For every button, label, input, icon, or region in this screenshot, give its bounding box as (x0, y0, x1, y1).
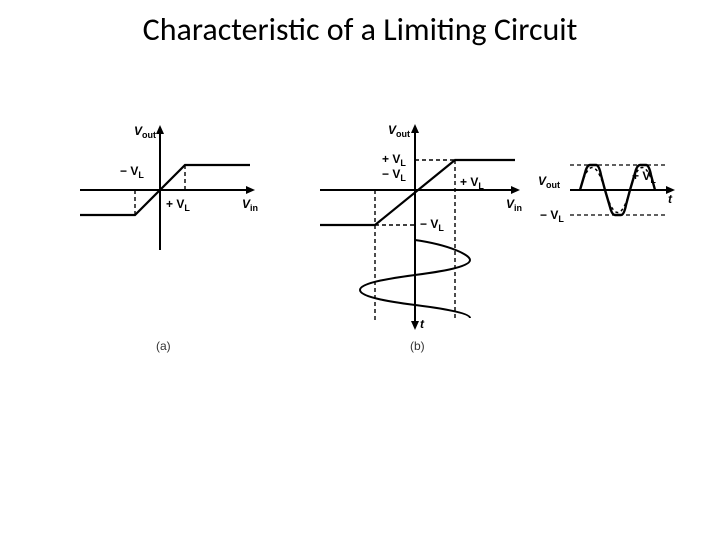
figure-container: Vout Vin − VL + VL (a) (40, 120, 680, 420)
title-text: Characteristic of a Limiting Circuit (143, 10, 578, 49)
panel-b: Vout Vin + VL − VL + VL − VL t (320, 123, 522, 353)
panel-b-neg-vl-right: − VL (420, 217, 444, 233)
panel-a-pos-vl: + VL (166, 197, 190, 213)
panel-a-neg-vl: − VL (120, 164, 144, 180)
slide: Characteristic of a Limiting Circuit (0, 0, 720, 540)
panel-a-vin: Vin (242, 197, 258, 213)
panel-c: Vout + VL − VL t (538, 165, 675, 224)
panel-c-neg-vl: − VL (540, 208, 564, 224)
panel-b-t: t (420, 317, 425, 331)
panel-b-pos-vl-top: + VL (382, 152, 406, 168)
panel-b-vout: Vout (388, 123, 410, 139)
panel-b-neg-vl-top: − VL (382, 167, 406, 183)
panel-b-caption: (b) (410, 339, 425, 353)
panel-b-pos-vl-right: + VL (460, 175, 484, 191)
panel-a: Vout Vin − VL + VL (a) (80, 124, 258, 353)
slide-title: Characteristic of a Limiting Circuit (0, 10, 720, 49)
panel-b-vin: Vin (506, 197, 522, 213)
panel-c-t: t (668, 192, 673, 206)
panel-c-pos-vl: + VL (632, 169, 656, 185)
panel-a-caption: (a) (156, 339, 171, 353)
figure-svg: Vout Vin − VL + VL (a) (40, 120, 680, 420)
panel-a-vout: Vout (134, 124, 156, 140)
panel-c-vout: Vout (538, 174, 560, 190)
